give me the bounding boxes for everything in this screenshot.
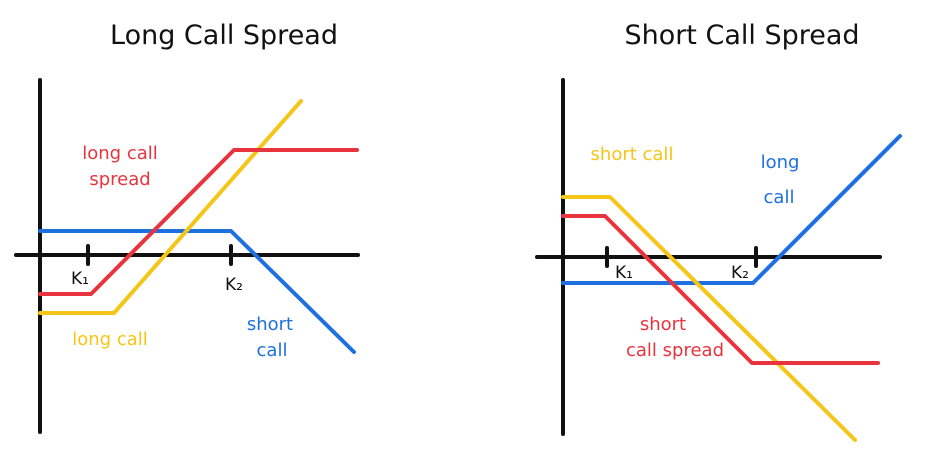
right-long-call-line	[561, 134, 902, 285]
right-short-call-spread-line	[561, 214, 880, 365]
right-short-call-line	[561, 195, 857, 442]
left-panel-title: Long Call Spread	[110, 20, 338, 51]
right-label-short-call: short call	[591, 144, 674, 165]
left-label-spread-line2: spread	[89, 169, 150, 190]
left-short-call-line	[38, 229, 356, 354]
left-panel: Long Call Spread K₁ K₂ long call spread …	[14, 20, 360, 434]
left-tick-label-k1: K₁	[71, 269, 89, 289]
right-panel-title: Short Call Spread	[624, 20, 859, 51]
right-label-long-call-line1: long	[761, 152, 800, 173]
left-label-long-call: long call	[72, 329, 148, 350]
right-label-spread-line2: call spread	[626, 340, 724, 361]
right-panel: Short Call Spread K₁ K₂ short call long …	[535, 20, 902, 442]
right-label-spread-line1: short	[640, 314, 686, 335]
left-long-call-spread-line	[38, 148, 359, 296]
right-tick-label-k1: K₁	[615, 263, 633, 283]
right-tick-label-k2: K₂	[731, 263, 749, 283]
left-label-short-call-line2: call	[257, 340, 288, 361]
left-long-call-line	[38, 99, 303, 315]
left-label-spread-line1: long call	[82, 143, 158, 164]
right-label-long-call-line2: call	[764, 187, 795, 208]
left-label-short-call-line1: short	[247, 314, 293, 335]
left-tick-label-k2: K₂	[225, 275, 243, 295]
